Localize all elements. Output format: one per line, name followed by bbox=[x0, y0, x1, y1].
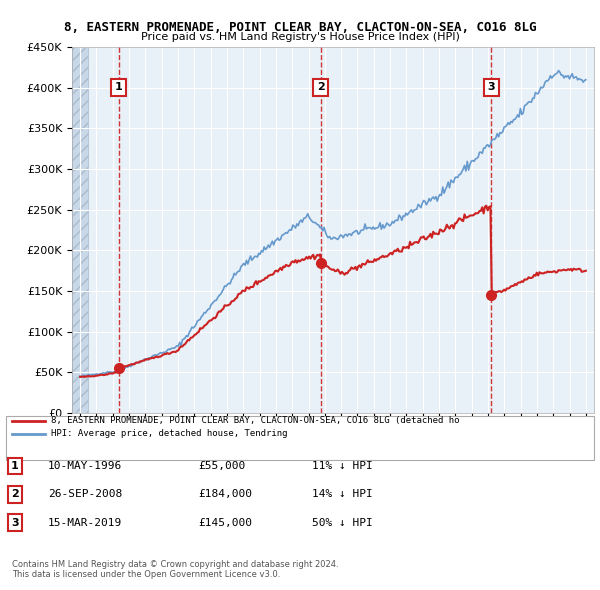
Text: 50% ↓ HPI: 50% ↓ HPI bbox=[312, 518, 373, 527]
Text: 1: 1 bbox=[11, 461, 19, 471]
Text: 14% ↓ HPI: 14% ↓ HPI bbox=[312, 490, 373, 499]
Text: Price paid vs. HM Land Registry's House Price Index (HPI): Price paid vs. HM Land Registry's House … bbox=[140, 32, 460, 42]
Text: 26-SEP-2008: 26-SEP-2008 bbox=[48, 490, 122, 499]
Text: 2: 2 bbox=[11, 490, 19, 499]
Text: 10-MAY-1996: 10-MAY-1996 bbox=[48, 461, 122, 471]
Text: £145,000: £145,000 bbox=[198, 518, 252, 527]
Text: 3: 3 bbox=[11, 518, 19, 527]
Text: 2: 2 bbox=[317, 83, 325, 93]
Text: 1: 1 bbox=[115, 83, 122, 93]
Text: £55,000: £55,000 bbox=[198, 461, 245, 471]
Bar bbox=[72, 47, 88, 413]
Text: Contains HM Land Registry data © Crown copyright and database right 2024.
This d: Contains HM Land Registry data © Crown c… bbox=[12, 560, 338, 579]
Text: £184,000: £184,000 bbox=[198, 490, 252, 499]
Text: 8, EASTERN PROMENADE, POINT CLEAR BAY, CLACTON-ON-SEA, CO16 8LG: 8, EASTERN PROMENADE, POINT CLEAR BAY, C… bbox=[64, 21, 536, 34]
Text: 8, EASTERN PROMENADE, POINT CLEAR BAY, CLACTON-ON-SEA, CO16 8LG (detached ho: 8, EASTERN PROMENADE, POINT CLEAR BAY, C… bbox=[51, 416, 460, 425]
Text: HPI: Average price, detached house, Tendring: HPI: Average price, detached house, Tend… bbox=[51, 429, 287, 438]
Text: 3: 3 bbox=[488, 83, 495, 93]
Text: 11% ↓ HPI: 11% ↓ HPI bbox=[312, 461, 373, 471]
Text: 15-MAR-2019: 15-MAR-2019 bbox=[48, 518, 122, 527]
